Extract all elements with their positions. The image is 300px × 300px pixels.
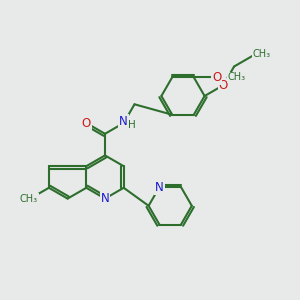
Text: N: N: [155, 181, 164, 194]
Text: O: O: [219, 79, 228, 92]
Text: O: O: [212, 71, 221, 84]
Text: H: H: [128, 120, 136, 130]
Text: CH₃: CH₃: [253, 49, 271, 59]
Text: N: N: [100, 192, 109, 205]
Text: CH₃: CH₃: [20, 194, 38, 204]
Text: CH₃: CH₃: [227, 72, 245, 82]
Text: O: O: [82, 116, 91, 130]
Text: N: N: [119, 115, 128, 128]
